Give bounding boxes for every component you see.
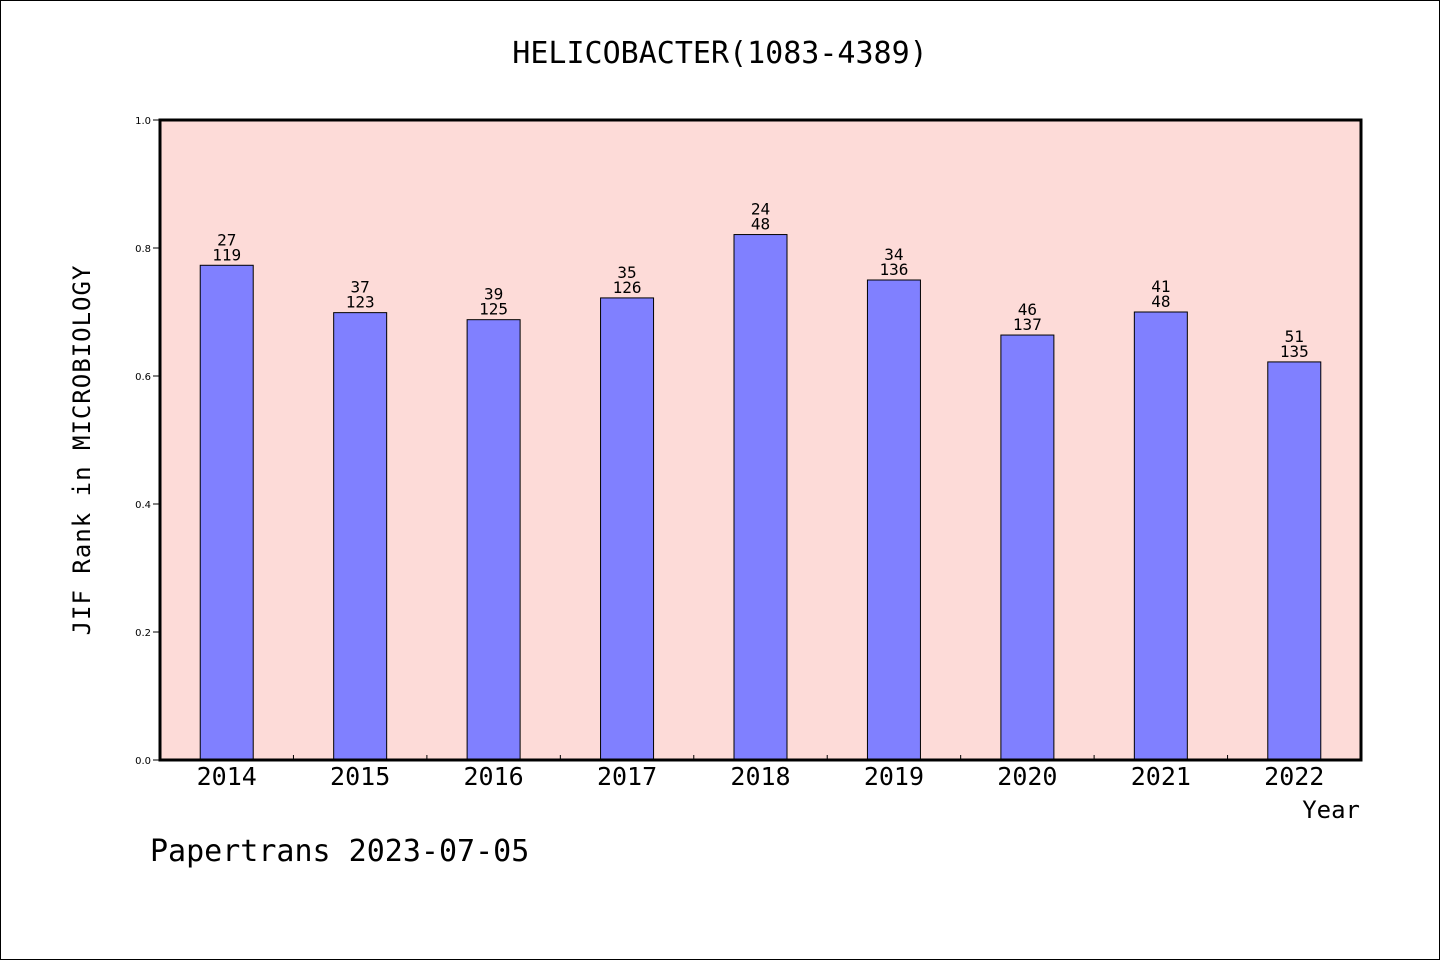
- y-tick-label-0.4: 0.4: [135, 500, 151, 511]
- x-tick-label-2019: 2019: [864, 762, 924, 791]
- x-tick-label-2020: 2020: [997, 762, 1057, 791]
- bar-label-rank-2020: 46: [1018, 300, 1037, 319]
- bar-2014: [199, 264, 254, 761]
- bar-label-rank-2019: 34: [884, 245, 903, 264]
- bar-label-total-2016: 125: [479, 300, 508, 319]
- x-tick-label-2022: 2022: [1264, 762, 1324, 791]
- bar-label-rank-2022: 51: [1285, 327, 1304, 346]
- bar-label-total-2019: 136: [879, 260, 908, 279]
- bar-label-total-2021: 48: [1151, 292, 1170, 311]
- x-tick-label-2015: 2015: [330, 762, 390, 791]
- x-tick-label-2021: 2021: [1131, 762, 1191, 791]
- x-tick-label-2017: 2017: [597, 762, 657, 791]
- bar-2020: [1000, 334, 1055, 761]
- y-tick-label-0.6: 0.6: [135, 372, 151, 383]
- bar-label-total-2020: 137: [1013, 315, 1042, 334]
- bar-2015: [333, 312, 388, 761]
- bar-label-total-2014: 119: [212, 245, 241, 264]
- y-tick-label-0.2: 0.2: [135, 628, 151, 639]
- footer-watermark: Papertrans 2023-07-05: [150, 834, 530, 869]
- y-tick-label-1.0: 1.0: [135, 116, 151, 127]
- bar-label-rank-2014: 27: [217, 230, 236, 249]
- x-axis: 2014 2015 2016 2017 2018 2019 2020 2021 2022: [197, 755, 1324, 791]
- bar-2017: [600, 297, 655, 761]
- y-tick-label-0.8: 0.8: [135, 244, 151, 255]
- x-tick-label-2018: 2018: [730, 762, 790, 791]
- bar-label-rank-2018: 24: [751, 200, 770, 219]
- bar-label-total-2018: 48: [751, 215, 770, 234]
- bar-label-total-2022: 135: [1280, 342, 1309, 361]
- x-tick-label-2014: 2014: [197, 762, 257, 791]
- bar-2018: [733, 234, 788, 761]
- bar-2022: [1267, 361, 1322, 761]
- bar-label-rank-2017: 35: [617, 263, 636, 282]
- bar-2016: [466, 319, 521, 761]
- y-tick-label-0.0: 0.0: [135, 756, 151, 767]
- bar-2021: [1133, 311, 1188, 761]
- plot-border: [158, 118, 1363, 762]
- bar-2019: [866, 279, 921, 761]
- bar-label-total-2015: 123: [346, 293, 375, 312]
- x-tick-label-2016: 2016: [464, 762, 524, 791]
- bar-label-total-2017: 126: [613, 278, 642, 297]
- bar-label-rank-2016: 39: [484, 285, 503, 304]
- bars-group: [199, 234, 1322, 761]
- x-axis-label: Year: [1302, 796, 1360, 824]
- bar-label-rank-2015: 37: [351, 278, 370, 297]
- bar-label-rank-2021: 41: [1151, 277, 1170, 296]
- y-axis: 0.0 0.2 0.4 0.6 0.8 1.0: [135, 116, 160, 767]
- chart-title: HELICOBACTER(1083-4389): [512, 36, 928, 71]
